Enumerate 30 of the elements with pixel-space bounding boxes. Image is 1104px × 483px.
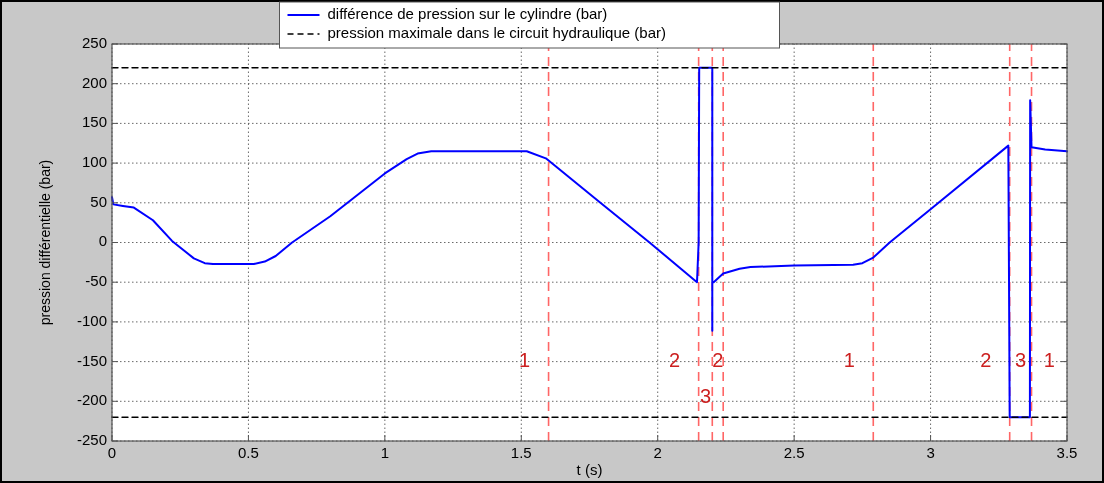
y-tick-label: 150 — [81, 113, 107, 131]
y-tick-label: 200 — [81, 73, 107, 91]
annotation: 1 — [1043, 348, 1055, 371]
y-tick-label: 0 — [98, 232, 107, 250]
legend-label: différence de pression sur le cylindre (bar) — [327, 4, 608, 22]
y-tick-label: -250 — [76, 430, 107, 448]
x-tick-label: 1.5 — [510, 444, 532, 461]
x-tick-label: 2.5 — [783, 444, 805, 461]
legend-label: pression maximale dans le circuit hydraulique (bar) — [327, 23, 666, 41]
annotation: 2 — [712, 348, 724, 371]
y-tick-label: -200 — [76, 391, 107, 409]
annotation: 3 — [1015, 348, 1027, 371]
y-axis-title: pression différentielle (bar) — [37, 159, 53, 326]
x-axis-title: t (s) — [576, 461, 603, 478]
y-tick-label: 100 — [81, 153, 107, 171]
y-tick-label: -50 — [85, 272, 107, 290]
annotation: 3 — [699, 384, 712, 407]
x-tick-label: 0.5 — [238, 444, 259, 461]
annotation: 1 — [519, 348, 531, 371]
x-tick-label: 2 — [653, 444, 662, 461]
x-tick-label: 1 — [380, 444, 390, 461]
y-tick-label: 250 — [81, 33, 107, 51]
annotation: 2 — [669, 348, 681, 371]
x-tick-label: 3 — [926, 444, 935, 461]
y-tick-label: 50 — [90, 192, 107, 210]
x-tick-label: 3.5 — [1056, 444, 1078, 461]
y-tick-label: -150 — [76, 351, 107, 369]
annotation: 2 — [980, 348, 992, 371]
annotation: 1 — [843, 348, 855, 371]
y-tick-label: -100 — [76, 311, 107, 329]
